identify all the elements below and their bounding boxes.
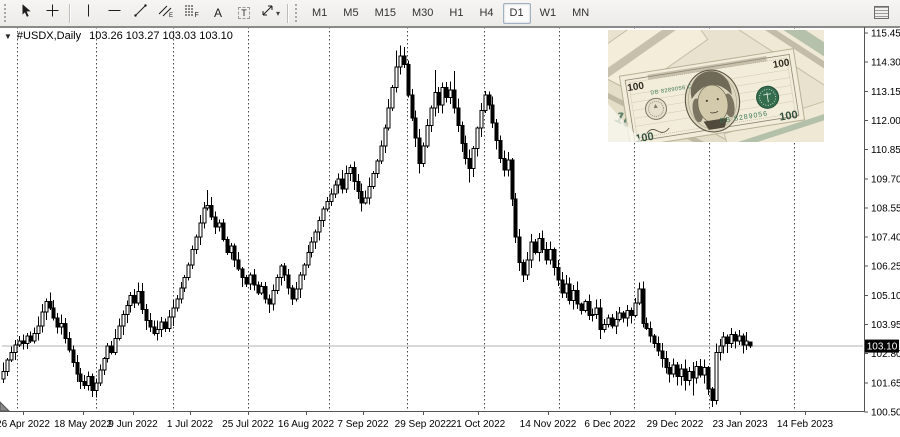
tool-cursor-button[interactable]: [13, 1, 39, 25]
time-axis-label: 18 May 2022: [54, 419, 112, 430]
timeframe-MN-button[interactable]: MN: [572, 6, 590, 19]
price-axis-label: 113.15: [871, 87, 900, 98]
denomination-100: 100: [779, 109, 799, 124]
timeframe-H1-button[interactable]: H1: [449, 6, 464, 19]
tool-text-label-button[interactable]: T: [231, 1, 257, 25]
timeframe-M5-button[interactable]: M5: [343, 6, 359, 19]
price-axis-label: 112.00: [871, 116, 900, 127]
tool-vertical-line-button[interactable]: [75, 1, 101, 25]
arrows-icon: [260, 3, 275, 23]
time-axis-label: 7 Sep 2022: [337, 419, 389, 430]
time-axis-label: 1 Jul 2022: [167, 419, 214, 430]
price-axis-label: 107.40: [871, 233, 900, 244]
federal-reserve-seal: [645, 97, 668, 120]
svg-text:E: E: [169, 13, 173, 18]
denomination-100: 100: [635, 131, 655, 142]
chart-title: ▼ #USDX,Daily 103.26 103.27 103.03 103.1…: [4, 30, 233, 42]
tool-arrow-objects-button[interactable]: ▾: [257, 1, 283, 25]
current-price-value: 103.10: [867, 342, 898, 353]
tool-text-button[interactable]: A: [205, 1, 231, 25]
candlestick-series: [1, 45, 753, 407]
price-axis[interactable]: 115.45 114.30 113.15 112.00 110.85 109.70 108.…: [864, 29, 900, 419]
current-price-tag: 103.10: [865, 339, 899, 353]
price-axis-label: 108.55: [871, 203, 900, 214]
treasurer-signature: [646, 127, 670, 134]
tool-trendline-button[interactable]: [127, 1, 153, 25]
channel-icon: E: [158, 3, 174, 23]
bill-top-banner: [647, 56, 767, 80]
text-label-icon: T: [238, 7, 250, 19]
price-axis-label: 114.30: [871, 58, 900, 69]
tool-crosshair-button[interactable]: [39, 1, 65, 25]
vertical-line-icon: [81, 3, 96, 23]
photo-highlight: [608, 104, 642, 142]
chart-title-dropdown-icon[interactable]: ▼: [4, 31, 12, 41]
price-axis-label: 115.45: [871, 29, 900, 40]
price-axis-label: 106.25: [871, 262, 900, 273]
time-axis-label: 6 Dec 2022: [584, 419, 636, 430]
crosshair-icon: [45, 3, 60, 23]
svg-text:F: F: [195, 12, 199, 18]
timeframe-M1-button[interactable]: M1: [312, 6, 328, 19]
price-axis-label: 109.70: [871, 174, 900, 185]
dropdown-arrow-icon[interactable]: ▾: [275, 8, 280, 18]
tool-horizontal-line-button[interactable]: [101, 1, 127, 25]
text-a-icon: A: [213, 6, 222, 20]
timeframe-D1-button[interactable]: D1: [502, 2, 531, 24]
timeframe-H4-button[interactable]: H4: [479, 6, 494, 19]
time-axis-label: 25 Jul 2022: [222, 419, 274, 430]
toolbar-grip[interactable]: [295, 4, 300, 22]
timeframe-W1-button[interactable]: W1: [539, 6, 557, 19]
tool-fibonacci-retracement-button[interactable]: F: [179, 1, 205, 25]
horizontal-line-icon: [107, 3, 122, 23]
time-axis-label: 14 Nov 2022: [520, 419, 577, 430]
chart-ohlc-readout: 103.26 103.27 103.03 103.10: [89, 30, 233, 42]
time-axis-label: 14 Feb 2023: [777, 419, 834, 430]
fibonacci-icon: F: [184, 3, 200, 23]
hundred-dollar-bill: 100 100 100 100 DB 8289056 C DB 8289056: [618, 48, 806, 142]
time-axis-label: 9 Jun 2022: [108, 419, 158, 430]
tool-equidistant-channel-button[interactable]: E: [153, 1, 179, 25]
cursor-icon: [19, 3, 34, 23]
treasury-seal: [756, 85, 780, 109]
dollar-bills-photo: 100: [608, 30, 824, 142]
price-axis-label: 100.50: [871, 407, 900, 418]
price-axis-label: 102.80: [871, 349, 900, 360]
denomination-100: 100: [772, 57, 791, 71]
toolbar-grip[interactable]: [4, 4, 9, 22]
price-axis-label: 101.65: [871, 378, 900, 389]
toolbar-separator: [69, 3, 71, 23]
toolbar-more-icon[interactable]: [874, 6, 889, 19]
price-axis-label: 103.95: [871, 320, 900, 331]
toolbar-separator: [287, 3, 289, 23]
denomination-100: 100: [627, 80, 646, 94]
trendline-icon: [133, 3, 148, 23]
timeframe-M15-button[interactable]: M15: [374, 6, 396, 19]
time-axis-label: 29 Sep 2022: [395, 419, 452, 430]
price-axis-label: 105.10: [871, 291, 900, 302]
chart-symbol-period: #USDX,Daily: [16, 30, 82, 42]
toolbar: E F A T ▾ M1 M5 M15 M30 H1 H4 D1 W1 MN: [0, 0, 900, 27]
time-axis-label: 26 Apr 2022: [0, 419, 50, 430]
timeframe-M30-button[interactable]: M30: [411, 6, 434, 19]
time-axis-label: 21 Oct 2022: [451, 419, 506, 430]
franklin-portrait: [684, 69, 741, 133]
time-axis-label: 16 Aug 2022: [278, 419, 335, 430]
time-axis-label: 23 Jan 2023: [712, 419, 767, 430]
axis-corner-marker: [0, 401, 11, 412]
price-axis-label: 110.85: [871, 145, 900, 156]
time-axis-label: 29 Dec 2022: [647, 419, 704, 430]
